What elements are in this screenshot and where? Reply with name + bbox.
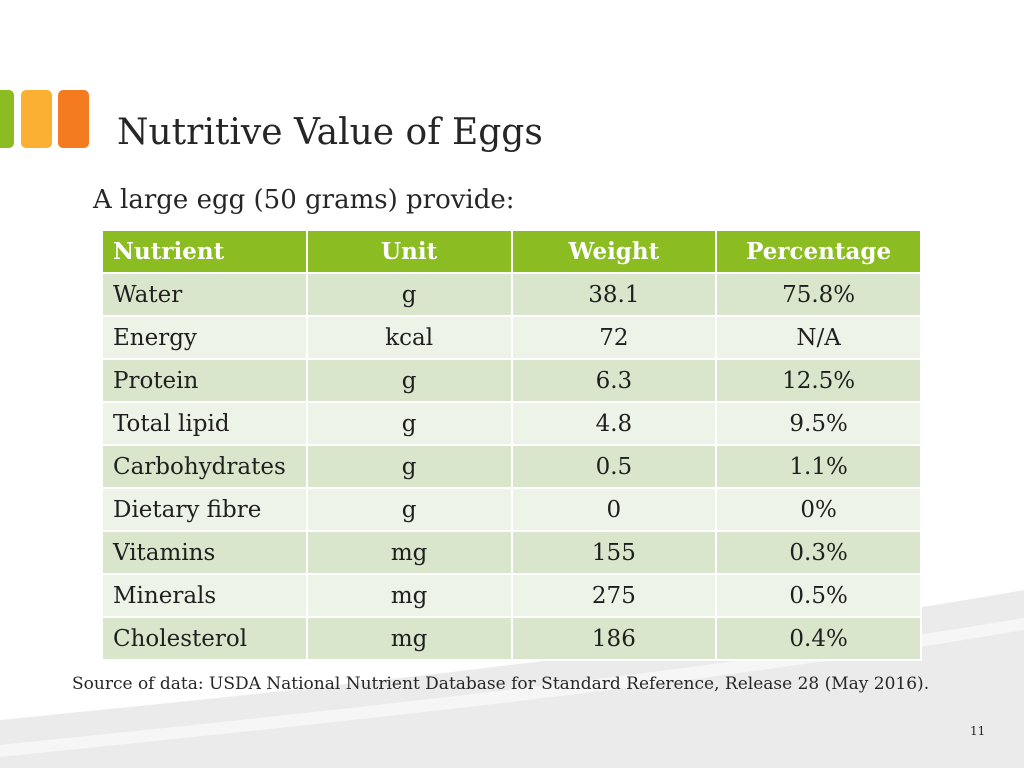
table-cell-nutrient: Dietary fibre [101, 487, 308, 532]
table-row: Vitamins mg 155 0.3% [101, 530, 922, 575]
source-note: Source of data: USDA National Nutrient D… [72, 674, 930, 694]
table-cell-percentage: 0% [715, 487, 922, 532]
table-row: Dietary fibre g 0 0% [101, 487, 922, 532]
table-cell-unit: g [305, 401, 513, 446]
table-cell-percentage: 75.8% [715, 272, 922, 317]
table-cell-unit: g [305, 444, 513, 489]
table-cell-nutrient: Carbohydrates [101, 444, 308, 489]
table-cell-unit: g [305, 487, 513, 532]
table-cell-weight: 6.3 [510, 358, 718, 403]
table-cell-percentage: 1.1% [715, 444, 922, 489]
slide-title: Nutritive Value of Eggs [117, 112, 543, 153]
nutrient-table: Nutrient Unit Weight Percentage Water g 38.1 7… [101, 229, 922, 661]
table-cell-percentage: 0.5% [715, 573, 922, 618]
table-cell-weight: 155 [510, 530, 718, 575]
table-row: Carbohydrates g 0.5 1.1% [101, 444, 922, 489]
page-number: 11 [970, 724, 986, 738]
table-cell-nutrient: Protein [101, 358, 308, 403]
table-row: Protein g 6.3 12.5% [101, 358, 922, 403]
table-cell-weight: 38.1 [510, 272, 718, 317]
table-row: Energy kcal 72 N/A [101, 315, 922, 360]
table-cell-unit: mg [305, 573, 513, 618]
table-cell-nutrient: Cholesterol [101, 616, 308, 661]
table-row: Minerals mg 275 0.5% [101, 573, 922, 618]
table-cell-nutrient: Total lipid [101, 401, 308, 446]
table-cell-percentage: N/A [715, 315, 922, 360]
table-cell-percentage: 0.4% [715, 616, 922, 661]
table-header-row: Nutrient Unit Weight Percentage [101, 229, 922, 274]
table-cell-nutrient: Vitamins [101, 530, 308, 575]
table-cell-unit: mg [305, 616, 513, 661]
logo-bar-green [0, 90, 14, 148]
column-header-percentage: Percentage [715, 229, 922, 274]
table-cell-percentage: 12.5% [715, 358, 922, 403]
table-row: Water g 38.1 75.8% [101, 272, 922, 317]
table-cell-weight: 72 [510, 315, 718, 360]
column-header-weight: Weight [510, 229, 718, 274]
table-cell-weight: 0.5 [510, 444, 718, 489]
table-cell-nutrient: Water [101, 272, 308, 317]
logo-bar-orange [58, 90, 89, 148]
table-row: Cholesterol mg 186 0.4% [101, 616, 922, 661]
column-header-nutrient: Nutrient [101, 229, 308, 274]
table-cell-weight: 186 [510, 616, 718, 661]
table-cell-nutrient: Energy [101, 315, 308, 360]
nutrient-table-container: Nutrient Unit Weight Percentage Water g 38.1 7… [101, 229, 922, 680]
table-row: Total lipid g 4.8 9.5% [101, 401, 922, 446]
table-cell-weight: 275 [510, 573, 718, 618]
table-cell-nutrient: Minerals [101, 573, 308, 618]
table-cell-percentage: 0.3% [715, 530, 922, 575]
slide-subtitle: A large egg (50 grams) provide: [93, 185, 515, 215]
table-cell-weight: 0 [510, 487, 718, 532]
table-body: Water g 38.1 75.8% Energy kcal 72 N/A Protein g 6.… [101, 272, 922, 661]
table-cell-unit: g [305, 272, 513, 317]
table-cell-unit: kcal [305, 315, 513, 360]
table-cell-weight: 4.8 [510, 401, 718, 446]
column-header-unit: Unit [305, 229, 513, 274]
table-cell-unit: mg [305, 530, 513, 575]
table-cell-unit: g [305, 358, 513, 403]
table-cell-percentage: 9.5% [715, 401, 922, 446]
background-swoosh-highlight [0, 618, 1024, 757]
logo-bar-yellow [21, 90, 52, 148]
